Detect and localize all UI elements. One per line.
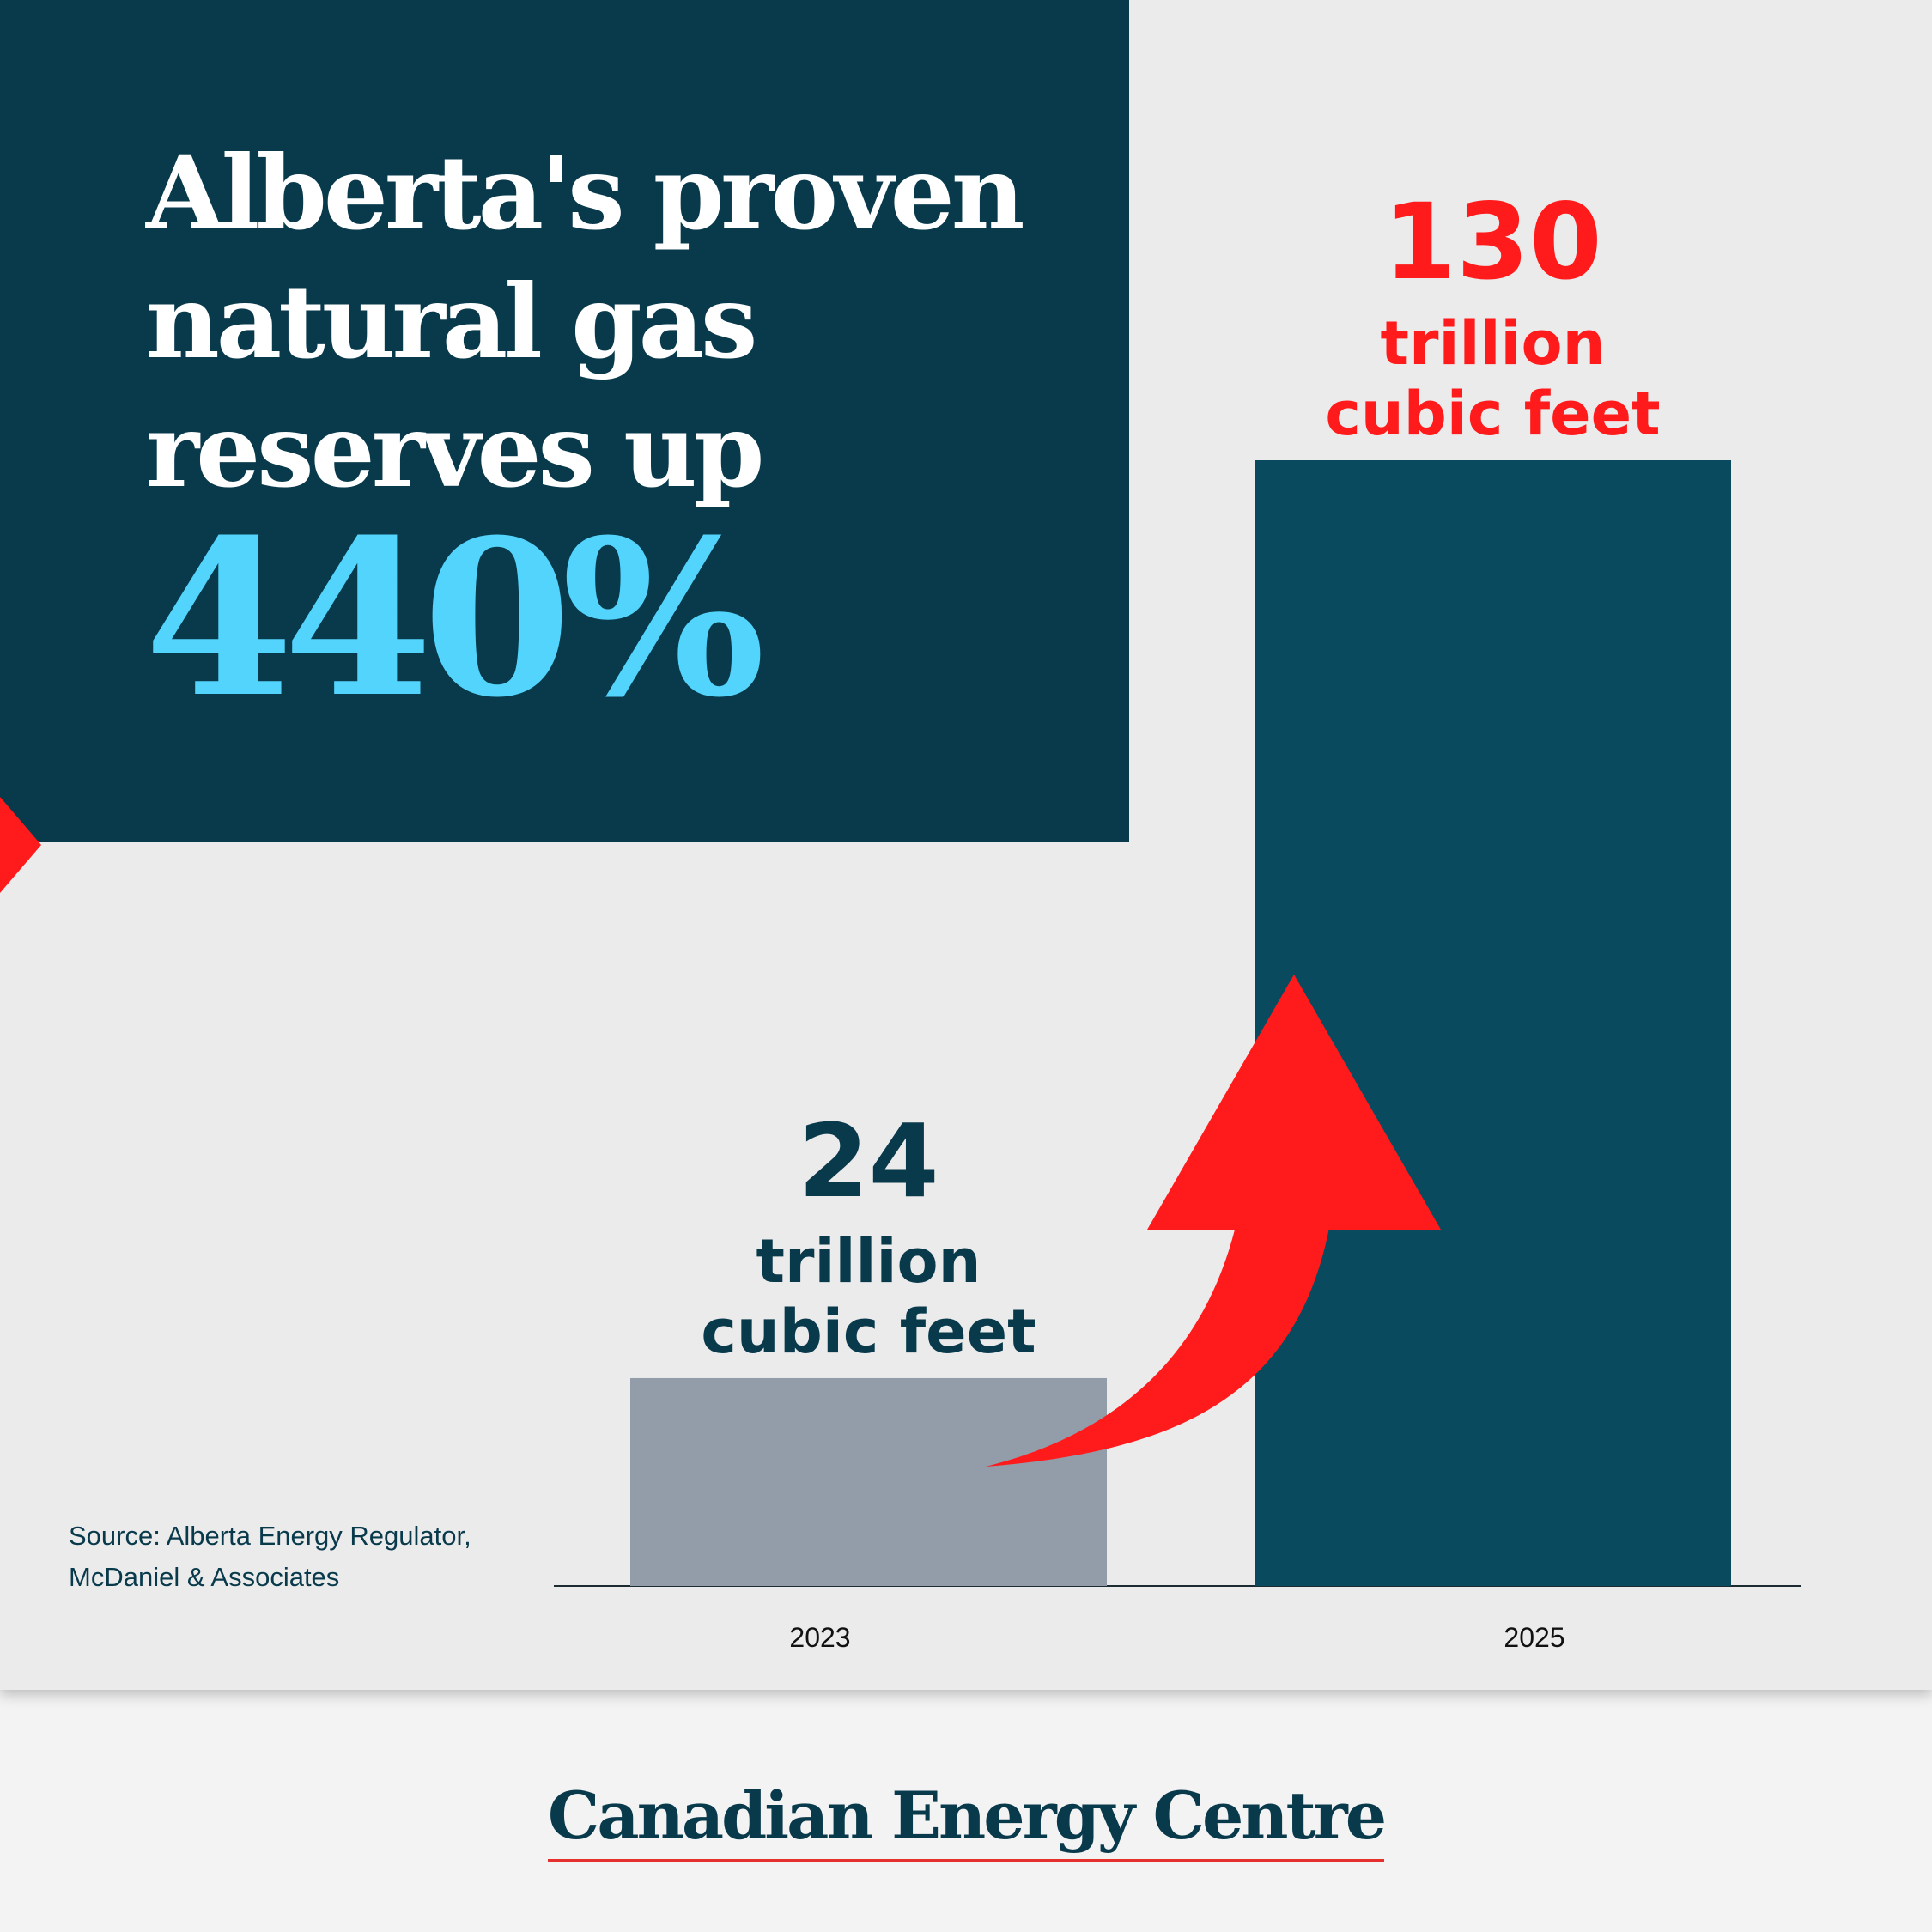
data-label-unit1-2025: trillion — [1381, 308, 1606, 379]
x-tick-label-2023: 2023 — [789, 1622, 850, 1653]
percent-increase: 440% — [144, 492, 765, 744]
data-label-unit2-2023: cubic feet — [701, 1297, 1036, 1367]
data-label-unit2-2025: cubic feet — [1325, 379, 1660, 449]
source-note: Source: Alberta Energy Regulator, McDani… — [69, 1521, 471, 1592]
corner-triangle-mark — [0, 797, 41, 893]
infographic-card: Alberta's proven natural gas reserves up… — [0, 0, 1801, 1653]
data-label-unit1-2023: trillion — [756, 1226, 981, 1297]
growth-arrow-icon — [986, 975, 1441, 1467]
data-label-value-2025: 130 — [1383, 181, 1602, 303]
bar-2025 — [1255, 460, 1731, 1586]
brand-logo: Canadian Energy Centre — [0, 1777, 1932, 1862]
brand-name: Canadian Energy Centre — [547, 1777, 1387, 1862]
title-panel: Alberta's proven natural gas reserves up… — [0, 0, 1129, 842]
data-label-value-2023: 24 — [798, 1102, 939, 1220]
headline: Alberta's proven natural gas reserves up — [146, 133, 1025, 510]
x-tick-label-2025: 2025 — [1504, 1622, 1564, 1653]
bar-2023 — [630, 1377, 1107, 1586]
